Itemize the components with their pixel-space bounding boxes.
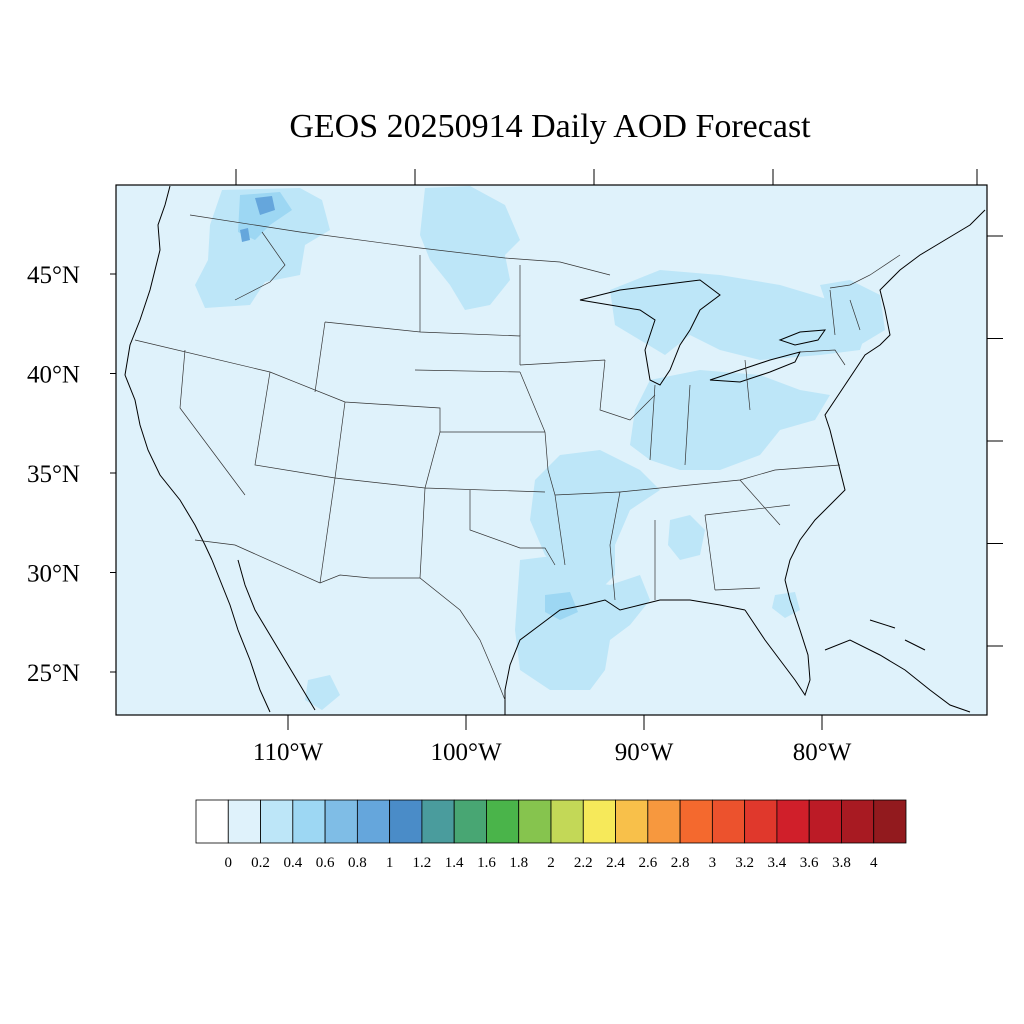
lake-ontario-outline — [778, 329, 827, 346]
baja-coast — [211, 559, 271, 713]
aod-region-great-lakes — [610, 270, 870, 360]
lake-erie-outline — [709, 351, 801, 383]
aod-region-washington-peak-2 — [240, 228, 250, 242]
colorbar-swatch — [356, 799, 391, 844]
colorbar-swatch — [647, 799, 681, 844]
colorbar-label: 1.8 — [509, 855, 528, 871]
aod-region-mexico-patch — [305, 675, 340, 710]
colorbar-label: 3 — [709, 855, 717, 871]
colorbar-swatch — [873, 799, 907, 844]
colorbar-swatch — [711, 799, 746, 844]
colorbar-label: 1 — [386, 855, 394, 871]
colorbar-label: 0.6 — [316, 855, 335, 871]
lon-label: 110°W — [253, 739, 324, 766]
aod-region-texas-gulf — [515, 555, 650, 690]
aod-region-lower-mississippi — [530, 450, 660, 590]
map-title: GEOS 20250914 Daily AOD Forecast — [289, 108, 811, 145]
aod-region-washington-core — [238, 192, 292, 240]
aod-field-high — [238, 192, 578, 620]
colorbar-label: 1.4 — [445, 855, 464, 871]
colorbar-label: 2.6 — [638, 855, 657, 871]
caribbean-islands — [824, 619, 971, 713]
axis-ticks — [110, 169, 1003, 730]
aod-region-washington-peak — [255, 196, 275, 215]
aod-region-ohio-valley — [630, 370, 830, 470]
great-lakes-outline — [579, 279, 721, 386]
colorbar-swatch — [679, 799, 713, 844]
colorbar-swatch — [744, 799, 778, 844]
colorbar-swatch — [421, 799, 455, 844]
colorbar-label: 3.8 — [832, 855, 851, 871]
colorbar-label: 0.8 — [348, 855, 367, 871]
mexico-gulf-coast — [504, 599, 746, 715]
colorbar-label: 3.2 — [735, 855, 754, 871]
longitude-labels: 110°W 100°W 90°W 80°W — [253, 739, 852, 766]
us-canada-border — [189, 214, 901, 289]
colorbar-label: 4 — [870, 855, 878, 871]
central-state-lines — [469, 265, 656, 601]
florida-coast — [744, 579, 811, 697]
gulf-of-california-coast — [237, 559, 316, 711]
lat-label: 40°N — [27, 362, 80, 389]
aod-field-peak — [240, 196, 275, 242]
lat-label: 25°N — [27, 660, 80, 687]
colorbar-label: 0.4 — [283, 855, 302, 871]
aod-region-pacific-northwest — [195, 188, 330, 308]
aod-region-florida-patch — [772, 592, 800, 618]
map-frame — [115, 184, 988, 716]
colorbar-label: 2.4 — [606, 855, 625, 871]
aod-region-southeast-patch — [668, 515, 705, 560]
colorbar-swatch — [195, 799, 229, 844]
colorbar-swatch — [582, 799, 616, 844]
colorbar-swatch — [324, 799, 358, 844]
colorbar-swatch — [389, 799, 423, 844]
aod-region-northern-plains — [420, 186, 520, 310]
colorbar-swatch — [776, 799, 810, 844]
colorbar-swatch — [453, 799, 487, 844]
lon-label: 80°W — [793, 739, 852, 766]
colorbar-swatch — [518, 799, 552, 844]
colorbar-label: 2.2 — [574, 855, 593, 871]
west-coast — [124, 185, 213, 561]
colorbar-labels: 0 0.2 0.4 0.6 0.8 1 1.2 1.4 1.6 1.8 2 2.2 2.4 2.6 2.8 3… — [225, 855, 878, 871]
lon-label: 100°W — [430, 739, 501, 766]
colorbar-label: 2.8 — [671, 855, 690, 871]
east-coast — [784, 209, 986, 581]
lat-label: 30°N — [27, 561, 80, 588]
colorbar-label: 3.4 — [768, 855, 787, 871]
colorbar-label: 0 — [225, 855, 233, 871]
colorbar-swatch — [808, 799, 842, 844]
colorbar-swatch — [292, 799, 326, 844]
colorbar-swatch — [550, 799, 584, 844]
coastline — [124, 185, 986, 715]
colorbar-label: 1.2 — [413, 855, 432, 871]
aod-region-northeast — [820, 280, 885, 345]
lon-label: 90°W — [615, 739, 674, 766]
colorbar — [195, 799, 907, 844]
colorbar-swatch — [486, 799, 520, 844]
colorbar-label: 2 — [547, 855, 555, 871]
lat-label: 45°N — [27, 262, 80, 289]
colorbar-label: 1.6 — [477, 855, 496, 871]
political-boundaries — [134, 214, 901, 701]
colorbar-swatch — [260, 799, 294, 844]
latitude-labels: 45°N 40°N 35°N 30°N 25°N — [27, 262, 80, 687]
colorbar-label: 3.6 — [800, 855, 819, 871]
aod-field — [195, 186, 885, 710]
colorbar-swatch — [615, 799, 649, 844]
colorbar-swatch — [841, 799, 875, 844]
colorbar-label: 0.2 — [251, 855, 270, 871]
eastern-state-lines — [619, 289, 861, 600]
lat-label: 35°N — [27, 461, 80, 488]
aod-region-gulf-core — [545, 592, 578, 620]
us-mexico-border — [194, 539, 506, 701]
colorbar-swatch — [227, 799, 261, 844]
